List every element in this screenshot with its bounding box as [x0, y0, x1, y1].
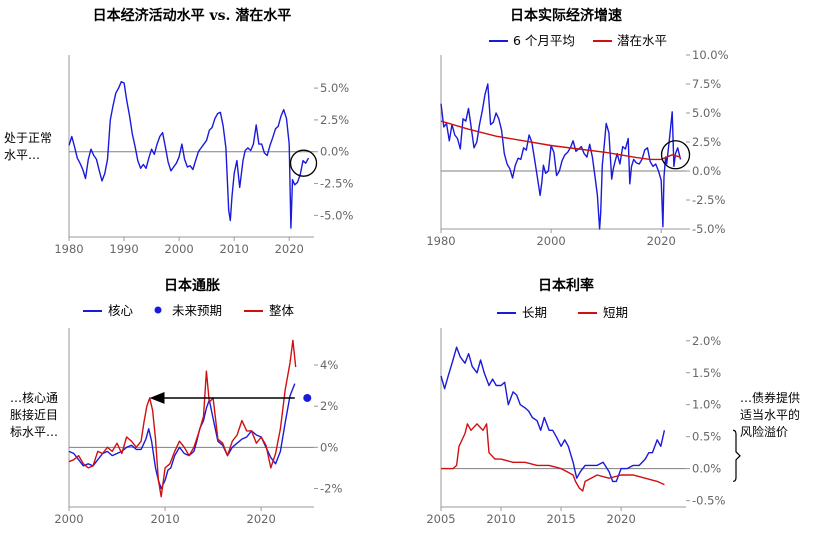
panel3-note: …核心通 胀接近目 标水平…: [10, 391, 58, 439]
x-tick-label: 2000: [54, 512, 83, 526]
x-tick-label: 2020: [275, 242, 304, 256]
y-tick-label: 7.5%: [692, 77, 721, 91]
y-tick-label: 0.5%: [692, 430, 721, 444]
note-line: 标水平…: [10, 425, 58, 439]
panel2-title: 日本实际经济增速: [510, 7, 622, 24]
note-line: …核心通: [10, 391, 58, 405]
y-tick-label: 1.0%: [692, 398, 721, 412]
panel-3: 4% 2% 0% -2% 2000 2010 2020: [54, 328, 342, 526]
x-tick-label: 1980: [54, 242, 83, 256]
x-tick-label: 2000: [536, 234, 565, 248]
y-tick-label: 2%: [320, 399, 338, 413]
series-line-blue: [440, 346, 666, 483]
panel-4: 2.0% 1.5% 1.0% 0.5% 0.0% -0.5% 2005 2010 2015 202…: [426, 328, 741, 526]
x-tick-label: 1980: [426, 234, 455, 248]
series-line-blue: [68, 80, 310, 229]
note-line: 水平…: [4, 148, 40, 162]
y-tick-label: 5.0%: [692, 106, 721, 120]
panel3-legend: 核心 未来预期 整体: [83, 303, 295, 318]
note-line: 处于正常: [4, 131, 52, 145]
legend-label-short: 短期: [603, 305, 628, 320]
y-tick-label: 10.0%: [692, 48, 729, 62]
panel1-title: 日本经济活动水平 vs. 潜在水平: [93, 7, 292, 24]
series-line-red: [68, 339, 297, 498]
panel4-title: 日本利率: [538, 277, 594, 294]
y-tick-label: -2.5%: [320, 177, 353, 191]
plot-layer: 5.0% 2.5% 0.0% -2.5% -5.0% 1980 1990 2000 2010 20…: [54, 48, 741, 526]
x-tick-label: 2020: [247, 512, 276, 526]
y-tick-label: 5.0%: [320, 81, 349, 95]
x-tick-label: 1990: [109, 242, 138, 256]
y-tick-label: -5.0%: [320, 208, 353, 222]
series-line-blue: [440, 83, 682, 230]
panel-2: 10.0% 7.5% 5.0% 2.5% 0.0% -2.5% -5.0% 1980 2000 2…: [426, 48, 728, 248]
x-tick-label: 2005: [426, 512, 455, 526]
y-tick-label: 2.5%: [320, 113, 349, 127]
y-tick-label: 4%: [320, 358, 338, 372]
y-tick-label: 0.0%: [692, 462, 721, 476]
y-tick-label: -2%: [320, 481, 342, 495]
x-tick-label: 2020: [607, 512, 636, 526]
x-tick-label: 2010: [220, 242, 249, 256]
y-tick-label: -0.5%: [692, 494, 725, 508]
highlight-circle: [289, 149, 318, 177]
panel4-legend: 长期 短期: [497, 305, 628, 320]
panel3-title: 日本通胀: [164, 277, 220, 294]
series-line-red: [440, 120, 681, 161]
y-tick-label: -5.0%: [692, 222, 725, 236]
legend-label-core: 核心: [108, 303, 134, 318]
panel-1: 5.0% 2.5% 0.0% -2.5% -5.0% 1980 1990 2000 2010 20…: [54, 55, 353, 256]
legend-label-6m-avg: 6 个月平均: [513, 33, 575, 48]
series-line-blue: [68, 383, 296, 490]
x-tick-label: 2000: [164, 242, 193, 256]
y-tick-label: 0%: [320, 440, 338, 454]
y-tick-label: 1.5%: [692, 366, 721, 380]
y-tick-label: 0.0%: [320, 145, 349, 159]
note-line: …债券提供: [740, 390, 800, 405]
bracket-annotation: [732, 429, 741, 483]
legend-label-headline: 整体: [269, 303, 295, 318]
legend-marker-expectation: [154, 306, 162, 314]
highlight-circle: [660, 140, 691, 170]
panel2-legend: 6 个月平均 潜在水平: [489, 33, 667, 48]
note-line: 风险溢价: [740, 424, 788, 439]
y-tick-label: 2.5%: [692, 135, 721, 149]
x-tick-label: 2010: [486, 512, 515, 526]
x-tick-label: 2010: [150, 512, 179, 526]
panel1-note: 处于正常 水平…: [4, 131, 52, 162]
x-tick-label: 2020: [647, 234, 676, 248]
x-tick-label: 2015: [546, 512, 575, 526]
y-tick-label: 2.0%: [692, 334, 721, 348]
panel4-note: …债券提供 适当水平的 风险溢价: [740, 390, 800, 439]
y-tick-label: 0.0%: [692, 164, 721, 178]
expectation-point: [303, 393, 312, 402]
note-line: 适当水平的: [740, 407, 800, 422]
legend-label-long: 长期: [522, 305, 547, 320]
note-line: 胀接近目: [10, 407, 58, 422]
y-tick-label: -2.5%: [692, 193, 725, 207]
legend-label-potential: 潜在水平: [617, 33, 667, 48]
series-line-red: [441, 423, 665, 492]
legend-label-expectation: 未来预期: [172, 303, 222, 318]
